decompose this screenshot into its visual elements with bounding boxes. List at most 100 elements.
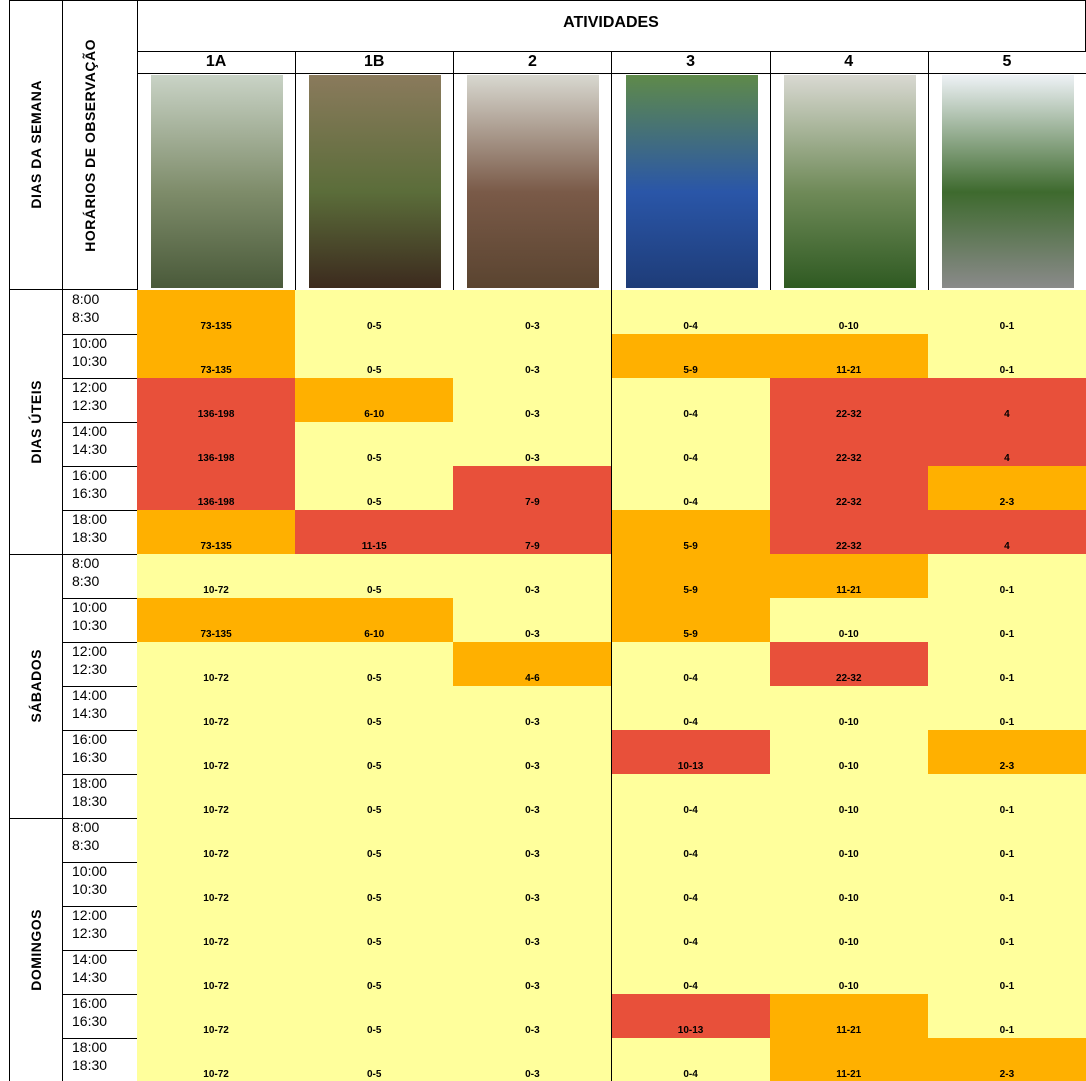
activity-cell: 2-3 — [927, 466, 1086, 511]
activity-cell: 0-5 — [295, 422, 455, 467]
time-cell: 12:00 12:30 — [62, 378, 138, 423]
activity-cell: 73-135 — [137, 510, 297, 555]
time-header-cell: HORÁRIOS DE OBSERVAÇÃO — [62, 0, 138, 290]
activity-cell: 0-4 — [611, 1038, 771, 1081]
time-start: 8:00 — [72, 291, 100, 307]
day-header: DIAS DA SEMANA — [27, 80, 44, 209]
time-start: 14:00 — [72, 951, 108, 967]
day-group-cell: DOMINGOS — [9, 818, 63, 1081]
activity-cell: 0-3 — [453, 290, 613, 335]
activity-cell: 0-4 — [611, 686, 771, 731]
activity-cell: 0-3 — [453, 994, 613, 1039]
time-cell: 8:00 8:30 — [62, 818, 138, 863]
activity-cell: 10-72 — [137, 906, 297, 951]
activity-cell: 0-10 — [769, 950, 929, 995]
activity-cell: 10-72 — [137, 730, 297, 775]
activity-cell: 136-198 — [137, 378, 297, 423]
activity-cell: 11-21 — [769, 334, 929, 379]
activity-cell: 0-10 — [769, 774, 929, 819]
activity-cell: 136-198 — [137, 422, 297, 467]
column-label: 3 — [611, 51, 771, 74]
column-label: 1A — [137, 51, 297, 74]
time-start: 14:00 — [72, 687, 108, 703]
time-cell: 18:00 18:30 — [62, 1038, 138, 1081]
activity-cell: 11-21 — [769, 1038, 929, 1081]
activity-cell: 10-13 — [611, 730, 771, 775]
time-cell: 14:00 14:30 — [62, 950, 138, 995]
time-cell: 18:00 18:30 — [62, 774, 138, 819]
activity-cell: 73-135 — [137, 334, 297, 379]
activity-cell: 0-5 — [295, 730, 455, 775]
activity-cell: 0-10 — [769, 818, 929, 863]
photo — [783, 75, 916, 288]
title: ATIVIDADES — [137, 0, 1086, 52]
activity-cell: 0-4 — [611, 818, 771, 863]
activity-cell: 0-5 — [295, 862, 455, 907]
activity-cell: 0-5 — [295, 774, 455, 819]
time-start: 12:00 — [72, 379, 108, 395]
time-end: 18:30 — [72, 793, 108, 809]
column-label: 1B — [295, 51, 455, 74]
activity-cell: 4 — [927, 510, 1086, 555]
time-start: 8:00 — [72, 819, 100, 835]
day-header-cell: DIAS DA SEMANA — [9, 0, 63, 290]
activity-cell: 4 — [927, 378, 1086, 423]
activity-cell: 10-72 — [137, 1038, 297, 1081]
time-start: 10:00 — [72, 335, 108, 351]
activity-cell: 0-4 — [611, 774, 771, 819]
activity-cell: 0-10 — [769, 598, 929, 643]
activity-cell: 11-21 — [769, 554, 929, 599]
time-cell: 12:00 12:30 — [62, 906, 138, 951]
activity-cell: 0-3 — [453, 774, 613, 819]
time-end: 10:30 — [72, 353, 108, 369]
time-start: 8:00 — [72, 555, 100, 571]
activity-cell: 10-72 — [137, 686, 297, 731]
time-end: 8:30 — [72, 573, 100, 589]
activity-cell: 0-5 — [295, 1038, 455, 1081]
time-end: 14:30 — [72, 441, 108, 457]
activity-cell: 0-1 — [927, 686, 1086, 731]
activity-cell: 0-5 — [295, 290, 455, 335]
activity-cell: 73-135 — [137, 290, 297, 335]
time-cell: 10:00 10:30 — [62, 334, 138, 379]
day-group-cell: DIAS ÚTEIS — [9, 290, 63, 555]
activity-cell: 22-32 — [769, 642, 929, 687]
activity-cell: 0-3 — [453, 1038, 613, 1081]
time-end: 16:30 — [72, 749, 108, 765]
activity-cell: 73-135 — [137, 598, 297, 643]
activity-cell: 11-15 — [295, 510, 455, 555]
activity-cell: 4-6 — [453, 642, 613, 687]
activity-cell: 0-1 — [927, 334, 1086, 379]
activity-cell: 0-5 — [295, 642, 455, 687]
activity-cell: 22-32 — [769, 510, 929, 555]
activity-cell: 5-9 — [611, 598, 771, 643]
day-group-cell: SÁBADOS — [9, 554, 63, 819]
activity-cell: 0-5 — [295, 334, 455, 379]
activity-cell: 0-1 — [927, 554, 1086, 599]
time-start: 18:00 — [72, 775, 108, 791]
activity-cell: 0-1 — [927, 598, 1086, 643]
column-label: 5 — [927, 51, 1086, 74]
photo — [309, 75, 442, 288]
activity-cell: 0-3 — [453, 378, 613, 423]
activity-cell: 10-72 — [137, 950, 297, 995]
activity-cell: 0-3 — [453, 598, 613, 643]
activity-cell: 0-4 — [611, 422, 771, 467]
activity-cell: 0-5 — [295, 466, 455, 511]
activity-cell: 10-72 — [137, 642, 297, 687]
activity-cell: 0-1 — [927, 774, 1086, 819]
activity-cell: 0-4 — [611, 950, 771, 995]
activity-cell: 0-3 — [453, 906, 613, 951]
time-end: 8:30 — [72, 837, 100, 853]
activity-cell: 0-10 — [769, 290, 929, 335]
activity-cell: 0-5 — [295, 906, 455, 951]
activity-cell: 0-3 — [453, 686, 613, 731]
activity-cell: 0-1 — [927, 950, 1086, 995]
time-end: 18:30 — [72, 1057, 108, 1073]
activity-cell: 11-21 — [769, 994, 929, 1039]
activity-cell: 10-72 — [137, 818, 297, 863]
time-start: 10:00 — [72, 863, 108, 879]
day-group-label: DIAS ÚTEIS — [28, 380, 44, 464]
activity-cell: 5-9 — [611, 554, 771, 599]
time-end: 10:30 — [72, 881, 108, 897]
